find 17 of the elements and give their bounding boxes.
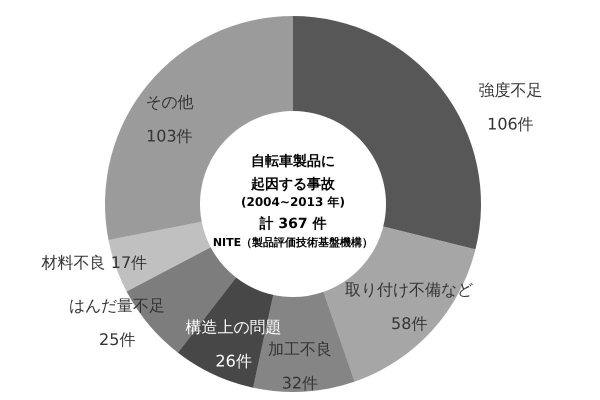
data-label: 58件 — [391, 314, 428, 334]
data-label: 32件 — [282, 373, 318, 392]
data-label: 26件 — [215, 351, 252, 370]
text: 計 367 件 — [258, 216, 326, 232]
slice-label: はんだ量不足 — [69, 296, 166, 315]
slice-label: 取り付け不備など — [345, 280, 474, 300]
slice-label: 材料不良 17件 — [40, 252, 148, 272]
slice-label: 構造上の問題 — [186, 317, 282, 336]
slice-label: 加工不良 — [268, 339, 332, 358]
data-label: 106件 — [487, 114, 534, 134]
text: (2004~2013 年) — [241, 195, 345, 209]
text: NITE（製品評価技術基盤機構） — [212, 236, 374, 249]
text: 自転車製品に起因する事故 — [250, 154, 336, 192]
slice-label: その他 — [145, 92, 194, 112]
data-label: 103件 — [146, 126, 193, 146]
slice-label: 強度不足 — [478, 80, 542, 100]
data-label: 25件 — [99, 330, 136, 349]
